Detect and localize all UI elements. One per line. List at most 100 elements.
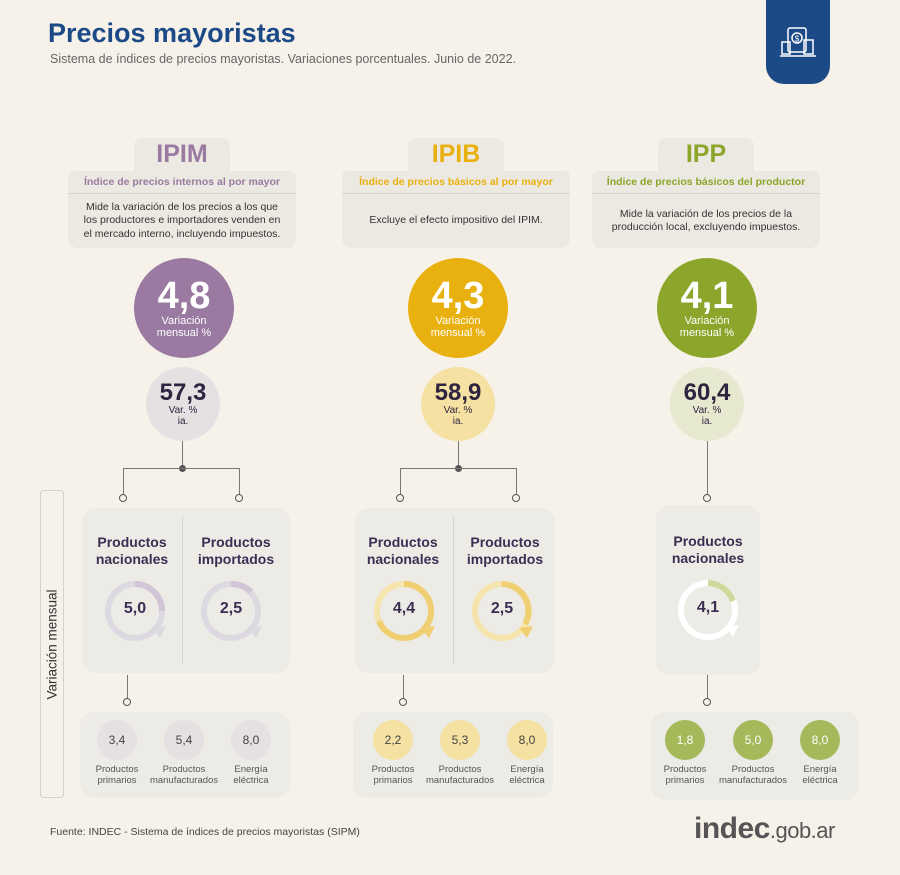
ipim-sub-energia-circle: 8,0 bbox=[231, 720, 271, 760]
sub-label-line: Energía bbox=[803, 764, 837, 775]
sub-value: 1,8 bbox=[676, 733, 694, 747]
ipib-tab: IPIB bbox=[408, 138, 504, 171]
sub-value: 8,0 bbox=[242, 733, 260, 747]
ipp-product-nacionales-title: Productos nacionales bbox=[656, 533, 760, 567]
ipib-product-nacionales-title: Productos nacionales bbox=[355, 534, 451, 568]
ipib-name: IPIB bbox=[431, 140, 481, 168]
ipib-monthly-circle: 4,3 Variación mensual % bbox=[408, 258, 508, 358]
sub-value: 8,0 bbox=[518, 733, 536, 747]
ipim-definition: Índice de precios internos al por mayor bbox=[68, 171, 296, 194]
ipp-yoy-label: Var. % bbox=[692, 405, 722, 416]
connector bbox=[127, 675, 128, 703]
product-title-line: importados bbox=[197, 551, 275, 567]
sub-label-line: Energía bbox=[234, 764, 268, 775]
connector-ring bbox=[235, 494, 243, 502]
ipim-product-nacionales-title: Productos nacionales bbox=[82, 534, 182, 568]
sub-label-line: primarios bbox=[97, 774, 137, 786]
product-title-line: importados bbox=[466, 551, 544, 567]
connector bbox=[123, 468, 124, 496]
ipim-card: IPIM Índice de precios internos al por m… bbox=[68, 138, 296, 248]
ipp-sub-primarios-label: Productos primarios bbox=[651, 764, 719, 786]
sub-label-line: Energía bbox=[510, 764, 544, 775]
connector bbox=[458, 441, 459, 468]
connector-ring bbox=[512, 494, 520, 502]
ipim-sub-primarios-circle: 3,4 bbox=[97, 720, 137, 760]
refresh-ring-icon bbox=[678, 580, 739, 640]
refresh-ring-icon bbox=[105, 581, 166, 641]
brand-name: indec bbox=[694, 812, 770, 845]
ipp-sub-primarios-circle: 1,8 bbox=[665, 720, 705, 760]
connector-ring bbox=[703, 494, 711, 502]
product-title-line: Productos bbox=[673, 533, 743, 549]
page-title: Precios mayoristas bbox=[48, 18, 296, 48]
connector bbox=[400, 468, 517, 469]
ipp-sub-energia-circle: 8,0 bbox=[800, 720, 840, 760]
ipim-yoy-value: 57,3 bbox=[159, 379, 207, 406]
connector bbox=[516, 468, 517, 496]
sub-label-line: primarios bbox=[665, 774, 705, 786]
sub-value: 2,2 bbox=[384, 733, 402, 747]
product-title-line: Productos bbox=[470, 534, 540, 550]
ipp-card: IPP Índice de precios básicos del produc… bbox=[592, 138, 820, 248]
source-note: Fuente: INDEC - Sistema de índices de pr… bbox=[50, 826, 360, 838]
ipib-sub-energia-label: Energía eléctrica bbox=[492, 764, 562, 786]
ipib-product-importados-title: Productos importados bbox=[455, 534, 555, 568]
ipim-monthly-circle: 4,8 Variación mensual % bbox=[134, 258, 234, 358]
price-tag-icon: $ bbox=[780, 27, 816, 57]
sub-value: 5,4 bbox=[175, 733, 193, 747]
ipp-monthly-circle: 4,1 Variación mensual % bbox=[657, 258, 757, 358]
svg-text:$: $ bbox=[795, 35, 800, 44]
refresh-ring-icon bbox=[472, 581, 533, 641]
page-subtitle: Sistema de índices de precios mayoristas… bbox=[50, 52, 516, 66]
ipib-yoy-label-2: ia. bbox=[452, 416, 464, 427]
ipib-importados-value: 2,5 bbox=[490, 600, 514, 617]
refresh-ring-icon bbox=[201, 581, 262, 641]
ipp-yoy-value: 60,4 bbox=[683, 379, 731, 406]
sub-label-line: eléctrica bbox=[233, 774, 269, 786]
connector-ring bbox=[123, 698, 131, 706]
logo-badge: $ bbox=[766, 0, 830, 84]
ipib-description-text: Excluye el efecto impositivo del IPIM. bbox=[369, 214, 543, 227]
ipib-yoy-circle: 58,9 Var. % ia. bbox=[421, 367, 495, 441]
ipp-products-panel: Productos nacionales 4,1 bbox=[656, 505, 760, 675]
sub-label-line: Productos bbox=[95, 764, 139, 775]
connector bbox=[123, 468, 240, 469]
ipim-yoy-circle: 57,3 Var. % ia. bbox=[146, 367, 220, 441]
divider bbox=[453, 516, 454, 664]
ipim-yoy-label-2: ia. bbox=[177, 416, 189, 427]
ipim-monthly-value: 4,8 bbox=[157, 275, 211, 317]
ipib-sub-primarios-circle: 2,2 bbox=[373, 720, 413, 760]
ipib-subproducts-panel: 2,2 5,3 8,0 Productos primarios Productos… bbox=[353, 712, 553, 798]
divider bbox=[182, 516, 183, 664]
side-label: Variación mensual bbox=[44, 588, 60, 700]
ipib-products-panel: Productos nacionales Productos importado… bbox=[355, 508, 555, 673]
connector bbox=[403, 675, 404, 703]
brand-suffix: .gob.ar bbox=[769, 818, 836, 843]
product-title-line: nacionales bbox=[95, 551, 169, 567]
ipib-monthly-label: Variación mensual % bbox=[430, 315, 486, 339]
ipib-yoy-value: 58,9 bbox=[434, 379, 482, 406]
ipib-yoy-label: Var. % bbox=[443, 405, 473, 416]
product-title-line: Productos bbox=[201, 534, 271, 550]
ipib-description: Excluye el efecto impositivo del IPIM. bbox=[342, 194, 570, 248]
ipib-definition: Índice de precios básicos al por mayor bbox=[342, 171, 570, 194]
ipp-description: Mide la variación de los precios de la p… bbox=[592, 194, 820, 248]
ipim-yoy-label: Var. % bbox=[168, 405, 198, 416]
connector-ring bbox=[703, 698, 711, 706]
ipp-subproducts-panel: 1,8 5,0 8,0 Productos primarios Productos… bbox=[651, 712, 859, 800]
sub-label-line: Productos bbox=[438, 764, 482, 775]
sub-label-line: manufacturados bbox=[425, 774, 495, 786]
ipim-importados-value: 2,5 bbox=[219, 600, 243, 617]
ipp-yoy-circle: 60,4 Var. % ia. bbox=[670, 367, 744, 441]
ipim-nacionales-value: 5,0 bbox=[123, 600, 147, 617]
ipim-monthly-label: Variación mensual % bbox=[156, 315, 212, 339]
product-title-line: Productos bbox=[368, 534, 438, 550]
sub-value: 8,0 bbox=[811, 733, 829, 747]
ipib-sub-energia-circle: 8,0 bbox=[507, 720, 547, 760]
product-title-line: nacionales bbox=[671, 550, 745, 566]
ipib-sub-manufacturados-circle: 5,3 bbox=[440, 720, 480, 760]
sub-label-line: eléctrica bbox=[509, 774, 545, 786]
ipib-sub-primarios-label: Productos primarios bbox=[358, 764, 428, 786]
brand-logo[interactable]: indec.gob.ar bbox=[694, 812, 835, 846]
ipp-nacionales-value: 4,1 bbox=[696, 599, 720, 616]
